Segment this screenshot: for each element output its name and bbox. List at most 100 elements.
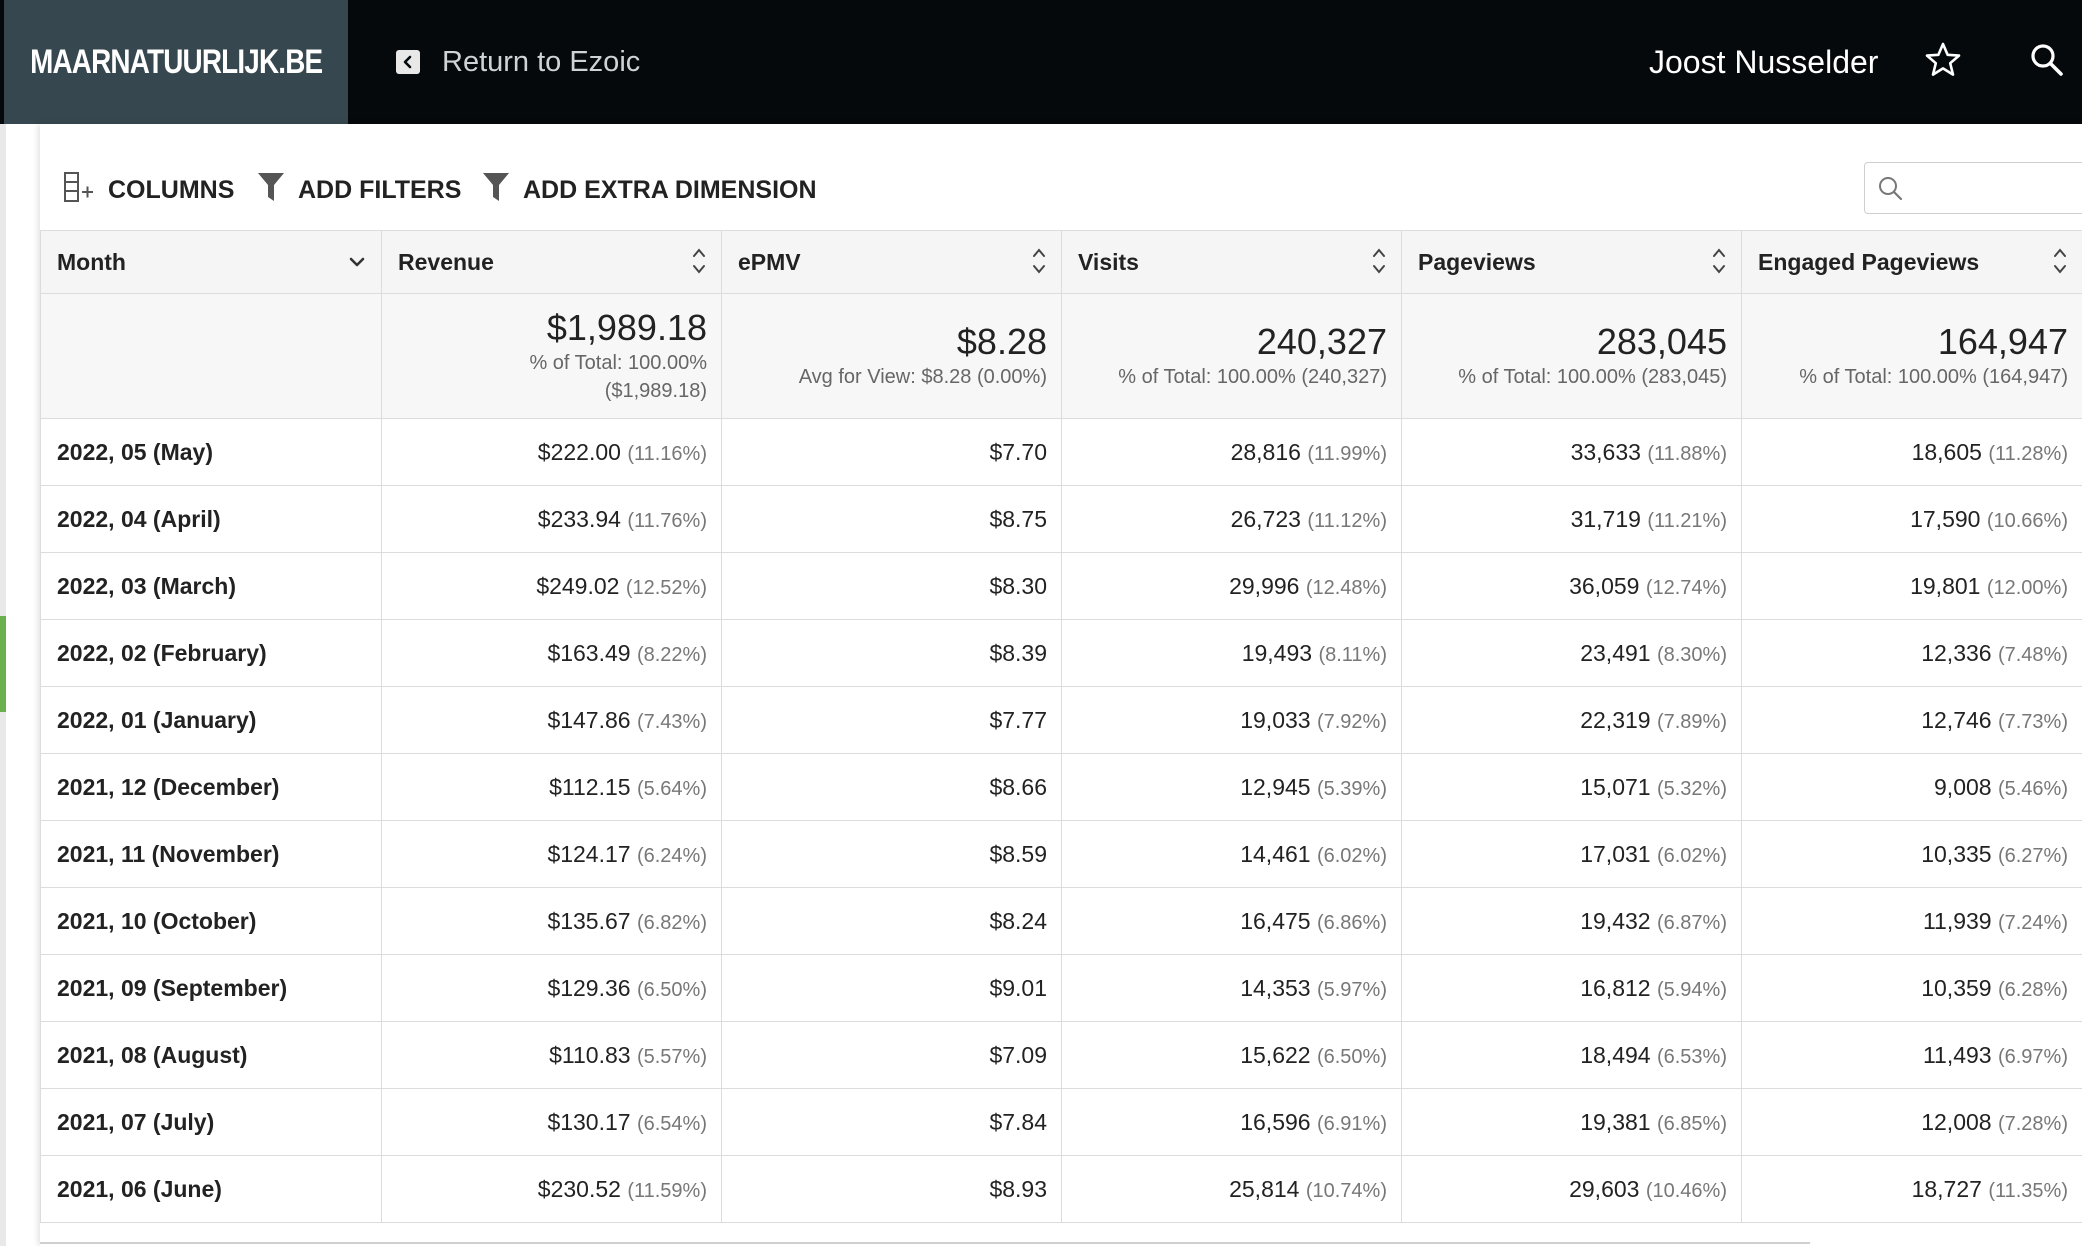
pageviews-cell: 33,633 (11.88%): [1401, 418, 1742, 486]
revenue-cell: $110.83 (5.57%): [381, 1021, 722, 1089]
visits-cell: 15,622 (6.50%): [1061, 1021, 1402, 1089]
revenue-value: $249.02: [536, 572, 620, 599]
engaged-pageviews-cell: 12,746 (7.73%): [1741, 686, 2082, 754]
star-icon[interactable]: [1923, 40, 1963, 80]
month-cell: 2021, 11 (November): [40, 820, 382, 888]
pageviews-percent: (5.94%): [1656, 978, 1727, 1001]
sort-icon[interactable]: [691, 245, 707, 283]
revenue-value: $112.15: [549, 773, 631, 800]
engaged-value: 12,746: [1921, 706, 1992, 733]
sort-icon[interactable]: [1371, 245, 1387, 283]
month-cell: 2022, 05 (May): [40, 418, 382, 486]
visits-cell: 16,475 (6.86%): [1061, 887, 1402, 955]
table-row[interactable]: 2021, 07 (July) $130.17 (6.54%) $7.84 16,59…: [40, 1088, 2082, 1156]
table-row[interactable]: 2022, 03 (March) $249.02 (12.52%) $8.30 29,…: [40, 552, 2082, 620]
visits-percent: (5.97%): [1316, 978, 1387, 1001]
table-row[interactable]: 2022, 04 (April) $233.94 (11.76%) $8.75 26,…: [40, 485, 2082, 553]
active-indicator: [0, 616, 6, 712]
pageviews-percent: (12.74%): [1645, 576, 1727, 599]
month-cell: 2021, 10 (October): [40, 887, 382, 955]
totals-epmv-cell: $8.28 Avg for View: $8.28 (0.00%): [721, 293, 1062, 419]
engaged-percent: (12.00%): [1986, 576, 2068, 599]
columns-button[interactable]: COLUMNS: [62, 168, 234, 212]
table-row[interactable]: 2021, 06 (June) $230.52 (11.59%) $8.93 25,8…: [40, 1155, 2082, 1223]
engaged-pageviews-cell: 11,939 (7.24%): [1741, 887, 2082, 955]
table-row[interactable]: 2022, 02 (February) $163.49 (8.22%) $8.39 1…: [40, 619, 2082, 687]
table-row[interactable]: 2021, 09 (September) $129.36 (6.50%) $9.01…: [40, 954, 2082, 1022]
visits-value: 14,461: [1240, 840, 1311, 867]
revenue-value: $130.17: [547, 1108, 631, 1135]
engaged-value: 19,801: [1910, 572, 1981, 599]
back-arrow-icon: [396, 50, 420, 74]
visits-cell: 26,723 (11.12%): [1061, 485, 1402, 553]
engaged-value: 18,727: [1911, 1175, 1982, 1202]
pageviews-cell: 31,719 (11.21%): [1401, 485, 1742, 553]
user-name[interactable]: Joost Nusselder: [1649, 43, 1879, 80]
engaged-pageviews-cell: 10,359 (6.28%): [1741, 954, 2082, 1022]
revenue-value: $222.00: [537, 438, 621, 465]
revenue-value: $124.17: [547, 840, 631, 867]
table-row[interactable]: 2021, 12 (December) $112.15 (5.64%) $8.66 1…: [40, 753, 2082, 821]
pageviews-cell: 19,432 (6.87%): [1401, 887, 1742, 955]
pageviews-percent: (6.02%): [1656, 844, 1727, 867]
pageviews-value: 19,432: [1580, 907, 1651, 934]
table-row[interactable]: 2021, 11 (November) $124.17 (6.24%) $8.59 1…: [40, 820, 2082, 888]
totals-row: $1,989.18 % of Total: 100.00% ($1,989.18…: [40, 293, 2082, 419]
totals-revenue-cell: $1,989.18 % of Total: 100.00% ($1,989.18…: [381, 293, 722, 419]
pageviews-percent: (7.89%): [1656, 710, 1727, 733]
column-header-month[interactable]: Month: [40, 230, 382, 294]
table-row[interactable]: 2021, 10 (October) $135.67 (6.82%) $8.24 16…: [40, 887, 2082, 955]
add-extra-dimension-button[interactable]: ADD EXTRA DIMENSION: [481, 168, 817, 212]
revenue-cell: $222.00 (11.16%): [381, 418, 722, 486]
pageviews-percent: (5.32%): [1656, 777, 1727, 800]
month-cell: 2021, 06 (June): [40, 1155, 382, 1223]
pageviews-cell: 15,071 (5.32%): [1401, 753, 1742, 821]
chevron-down-icon[interactable]: [347, 251, 367, 278]
table-search-box[interactable]: [1864, 162, 2082, 214]
pageviews-cell: 22,319 (7.89%): [1401, 686, 1742, 754]
revenue-percent: (12.52%): [625, 576, 707, 599]
pageviews-percent: (8.30%): [1656, 643, 1727, 666]
column-header-engaged-pageviews[interactable]: Engaged Pageviews: [1741, 230, 2082, 294]
totals-engaged-cell: 164,947 % of Total: 100.00% (164,947): [1741, 293, 2082, 419]
horizontal-scrollbar[interactable]: [40, 1242, 1810, 1244]
pageviews-value: 31,719: [1570, 505, 1641, 532]
engaged-pageviews-cell: 18,605 (11.28%): [1741, 418, 2082, 486]
month-cell: 2022, 01 (January): [40, 686, 382, 754]
brand-logo[interactable]: MAARNATUURLIJK.BE: [4, 0, 348, 124]
table-row[interactable]: 2021, 08 (August) $110.83 (5.57%) $7.09 15,…: [40, 1021, 2082, 1089]
search-icon[interactable]: [2027, 40, 2067, 80]
add-extra-dimension-label: ADD EXTRA DIMENSION: [523, 175, 817, 204]
engaged-pageviews-cell: 11,493 (6.97%): [1741, 1021, 2082, 1089]
pageviews-value: 36,059: [1569, 572, 1640, 599]
revenue-cell: $130.17 (6.54%): [381, 1088, 722, 1156]
engaged-value: 11,493: [1922, 1041, 1992, 1068]
visits-cell: 29,996 (12.48%): [1061, 552, 1402, 620]
sort-icon[interactable]: [2052, 245, 2068, 283]
visits-percent: (6.50%): [1316, 1045, 1387, 1068]
visits-percent: (12.48%): [1305, 576, 1387, 599]
visits-value: 28,816: [1230, 438, 1301, 465]
sort-icon[interactable]: [1031, 245, 1047, 283]
month-cell: 2021, 12 (December): [40, 753, 382, 821]
column-header-visits[interactable]: Visits: [1061, 230, 1402, 294]
table-row[interactable]: 2022, 01 (January) $147.86 (7.43%) $7.77 19…: [40, 686, 2082, 754]
month-cell: 2022, 02 (February): [40, 619, 382, 687]
revenue-percent: (6.50%): [636, 978, 707, 1001]
visits-cell: 12,945 (5.39%): [1061, 753, 1402, 821]
column-header-epmv[interactable]: ePMV: [721, 230, 1062, 294]
engaged-percent: (11.35%): [1988, 1179, 2068, 1202]
epmv-cell: $8.75: [721, 485, 1062, 553]
column-header-revenue[interactable]: Revenue: [381, 230, 722, 294]
sort-icon[interactable]: [1711, 245, 1727, 283]
return-to-ezoic-link[interactable]: Return to Ezoic: [396, 0, 640, 124]
revenue-value: $135.67: [547, 907, 631, 934]
month-cell: 2021, 07 (July): [40, 1088, 382, 1156]
visits-value: 26,723: [1230, 505, 1301, 532]
pageviews-percent: (11.21%): [1647, 509, 1727, 532]
engaged-value: 12,008: [1921, 1108, 1992, 1135]
add-filters-button[interactable]: ADD FILTERS: [256, 168, 461, 212]
table-search-input[interactable]: [1913, 169, 2082, 207]
table-row[interactable]: 2022, 05 (May) $222.00 (11.16%) $7.70 28,81…: [40, 418, 2082, 486]
column-header-pageviews[interactable]: Pageviews: [1401, 230, 1742, 294]
